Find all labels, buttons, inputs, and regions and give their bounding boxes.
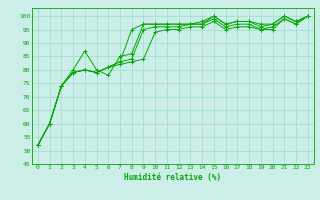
X-axis label: Humidité relative (%): Humidité relative (%) [124, 173, 221, 182]
